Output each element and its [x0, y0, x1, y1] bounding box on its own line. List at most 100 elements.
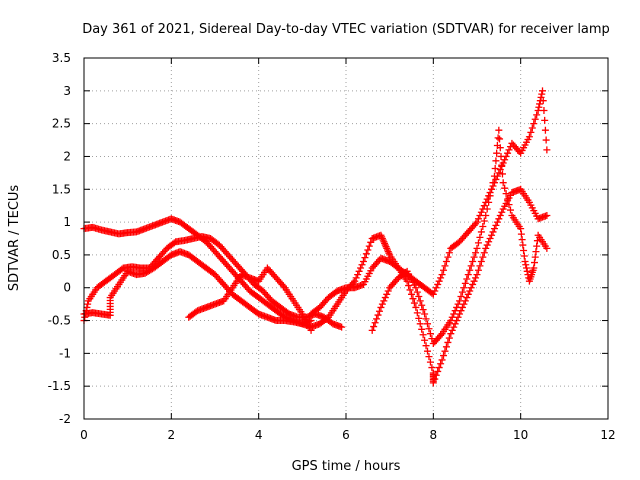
data-point: [533, 111, 541, 119]
data-point: [361, 254, 369, 262]
y-tick-label: 1: [63, 215, 71, 229]
data-point: [416, 297, 424, 305]
data-point: [451, 307, 459, 315]
y-tick-label: 0: [63, 281, 71, 295]
data-point: [530, 264, 538, 272]
data-point: [434, 280, 442, 288]
data-point: [355, 267, 363, 275]
data-point: [473, 271, 481, 279]
data-point: [518, 236, 526, 244]
x-tick-label: 8: [430, 428, 438, 442]
data-point: [445, 249, 453, 257]
data-point: [425, 353, 433, 361]
data-point: [440, 352, 448, 360]
data-point: [432, 284, 440, 292]
data-point: [367, 238, 375, 246]
data-point: [444, 338, 452, 346]
data-point: [415, 314, 423, 322]
data-point: [480, 217, 488, 225]
data-point: [476, 262, 484, 270]
data-point: [474, 266, 482, 274]
data-point: [466, 287, 474, 295]
data-point: [425, 325, 433, 333]
data-point: [538, 90, 546, 98]
x-tick-label: 2: [168, 428, 176, 442]
data-point: [448, 326, 456, 334]
data-point: [470, 277, 478, 285]
data-point: [419, 331, 427, 339]
data-point: [351, 277, 359, 285]
x-tick-label: 0: [80, 428, 88, 442]
data-point: [424, 347, 432, 355]
series-arc-f: [368, 126, 551, 348]
data-point: [416, 320, 424, 328]
data-point: [494, 134, 502, 142]
series-arc-e: [307, 87, 551, 318]
data-point: [469, 257, 477, 265]
data-point: [374, 311, 382, 319]
data-point: [424, 320, 432, 328]
data-point: [456, 297, 464, 305]
data-point: [517, 230, 525, 238]
series-arc-d: [185, 264, 315, 334]
data-point: [532, 248, 540, 256]
data-point: [472, 274, 480, 282]
data-point: [454, 300, 462, 308]
data-point: [384, 248, 392, 256]
data-point: [486, 192, 494, 200]
data-point: [517, 225, 525, 233]
data-point: [492, 221, 500, 229]
data-point: [501, 184, 509, 192]
data-point: [520, 252, 528, 260]
data-point: [504, 149, 512, 157]
y-tick-label: 1.5: [52, 182, 71, 196]
data-point: [505, 201, 513, 209]
data-point: [460, 284, 468, 292]
data-point: [418, 301, 426, 309]
data-point: [451, 320, 459, 328]
data-point: [496, 166, 504, 174]
data-point: [385, 249, 393, 257]
data-point: [378, 233, 386, 241]
data-point: [495, 215, 503, 223]
data-point: [543, 212, 551, 220]
data-point: [435, 364, 443, 372]
y-axis-label: SDTVAR / TECUs: [7, 185, 22, 292]
data-point: [522, 261, 530, 269]
data-point: [496, 144, 504, 152]
data-point: [380, 238, 388, 246]
y-tick-label: -0.5: [48, 314, 71, 328]
data-point: [483, 205, 491, 213]
data-point: [81, 310, 89, 318]
y-tick-label: -1.5: [48, 379, 71, 393]
data-point: [521, 257, 529, 265]
data-point: [474, 239, 482, 247]
data-point: [523, 267, 531, 275]
data-point: [461, 279, 469, 287]
data-point: [450, 323, 458, 331]
data-point: [83, 303, 91, 311]
data-point: [365, 242, 373, 250]
data-points: [80, 87, 551, 387]
data-point: [377, 303, 385, 311]
data-point: [473, 244, 481, 252]
data-point: [498, 161, 506, 169]
data-point: [377, 231, 385, 239]
data-point: [442, 343, 450, 351]
data-point: [383, 290, 391, 298]
data-point: [381, 241, 389, 249]
data-point: [473, 218, 481, 226]
data-point: [410, 299, 418, 307]
data-point: [496, 135, 504, 143]
data-point: [535, 103, 543, 111]
y-tick-label: 3.5: [52, 51, 71, 65]
data-point: [531, 253, 539, 261]
data-point: [493, 218, 501, 226]
data-point: [437, 331, 445, 339]
data-point: [429, 379, 437, 387]
data-point: [463, 275, 471, 283]
data-point: [352, 274, 360, 282]
data-point: [419, 306, 427, 314]
data-point: [496, 212, 504, 220]
series-arc-c: [80, 233, 346, 331]
